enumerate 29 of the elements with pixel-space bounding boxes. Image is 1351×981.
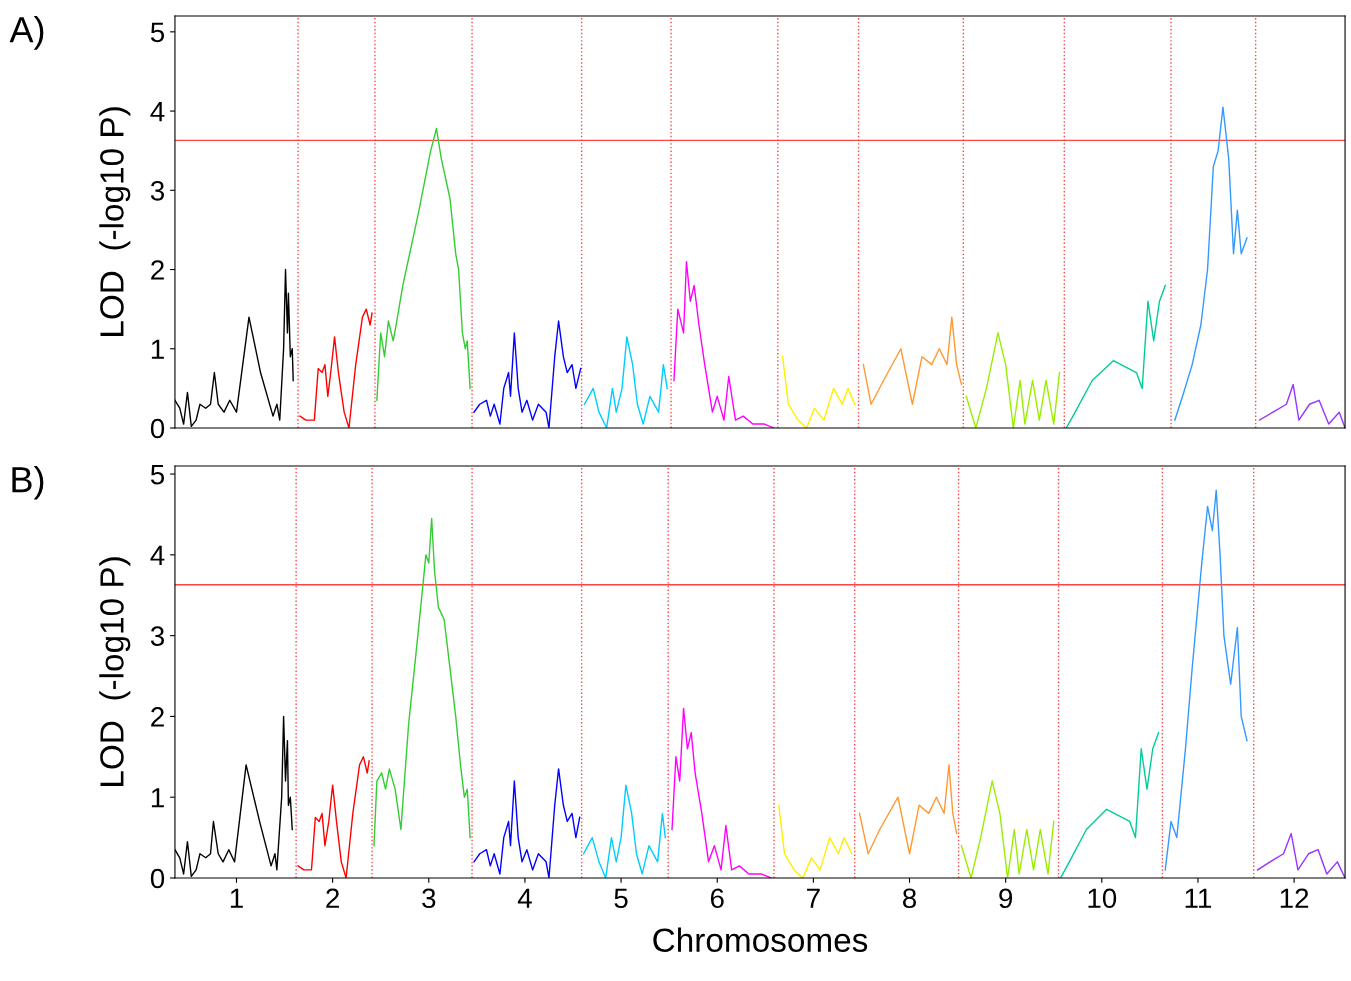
- x-tick-label: 7: [807, 888, 820, 908]
- y-tick-label: 4: [150, 545, 165, 565]
- x-tick-label: 1: [230, 888, 243, 908]
- y-tick-label: 5: [150, 22, 165, 43]
- y-tick-label: 1: [151, 339, 164, 359]
- x-tick-label: 3: [422, 888, 436, 909]
- x-tick-label: 8: [903, 888, 917, 909]
- y-tick-label: 5: [150, 465, 165, 485]
- text: A): [9, 15, 44, 50]
- y-tick-label: 0: [150, 418, 165, 439]
- y-tick-label: 2: [151, 707, 164, 727]
- y-axis-title: LOD (-log10 P): [99, 557, 131, 786]
- x-tick-label: 5: [614, 888, 628, 909]
- text: B): [12, 465, 44, 500]
- x-tick-label: 11: [1185, 888, 1212, 908]
- x-tick-label: 4: [517, 888, 532, 908]
- y-tick-label: 3: [150, 180, 165, 201]
- y-axis-title: LOD (-log10 P): [99, 107, 131, 336]
- x-tick-label: 12: [1280, 888, 1309, 908]
- x-axis-title: Chromosomes: [653, 927, 868, 952]
- x-tick-label: 6: [710, 888, 724, 909]
- x-tick-label: 10: [1088, 888, 1117, 909]
- y-tick-label: 2: [151, 260, 164, 280]
- y-tick-label: 3: [150, 626, 165, 646]
- y-tick-label: 0: [150, 868, 165, 889]
- x-tick-label: 2: [326, 888, 339, 908]
- x-tick-label: 9: [999, 888, 1013, 909]
- y-tick-label: 4: [150, 102, 165, 122]
- y-tick-label: 1: [151, 788, 164, 808]
